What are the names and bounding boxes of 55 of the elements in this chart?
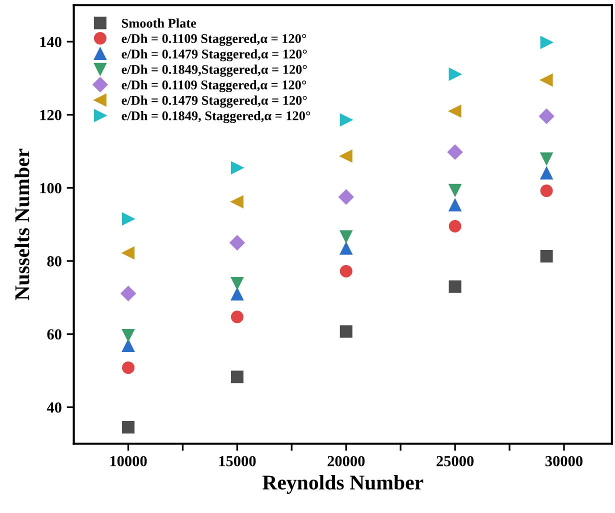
point — [448, 68, 462, 80]
point — [230, 235, 245, 250]
point — [230, 196, 244, 208]
point — [540, 74, 553, 86]
legend-label: e/Dh = 0.1109 Staggered,α = 120° — [122, 80, 306, 92]
legend-label: e/Dh = 0.1479 Staggered,α = 120° — [122, 49, 307, 62]
point — [340, 150, 352, 162]
x-tick-label: 10000 — [110, 456, 147, 466]
point — [448, 280, 462, 293]
point — [122, 328, 135, 342]
point — [230, 310, 244, 324]
point — [230, 162, 244, 174]
x-tick-label: 20000 — [328, 456, 365, 466]
point — [448, 198, 462, 212]
point — [122, 421, 135, 434]
point — [340, 114, 352, 126]
y-tick-label: 60 — [47, 329, 62, 340]
y-tick-label: 120 — [40, 110, 62, 120]
x-tick-label: 30000 — [545, 456, 583, 466]
point — [340, 325, 352, 338]
point — [338, 189, 354, 205]
point — [540, 184, 553, 198]
y-tick-label: 80 — [47, 256, 62, 266]
y-tick-label: 40 — [46, 402, 62, 413]
x-tick-label: 25000 — [436, 456, 474, 466]
point — [340, 264, 352, 278]
x-axis-title: Reynolds Number — [262, 474, 424, 494]
point — [538, 108, 554, 124]
point — [448, 184, 462, 196]
y-axis-title: Nusselts Number — [14, 148, 30, 300]
point — [230, 288, 244, 300]
point — [340, 242, 352, 255]
legend-label: e/Dh = 0.1849,Staggered,α = 120° — [122, 64, 307, 77]
point — [540, 250, 553, 262]
point — [122, 246, 135, 260]
x-tick-label: 15000 — [219, 456, 256, 466]
point — [540, 152, 553, 165]
legend-label: e/Dh = 0.1849, Staggered,α = 120° — [122, 110, 310, 124]
point — [448, 220, 462, 233]
point — [540, 167, 553, 180]
y-tick-label: 140 — [40, 36, 62, 48]
legend-label: Smooth Plate — [122, 18, 196, 28]
point — [230, 277, 244, 290]
point — [448, 104, 462, 118]
legend-label: e/Dh = 0.1479 Staggered,α = 120° — [122, 96, 307, 108]
point — [120, 286, 136, 302]
legend-label: e/Dh = 0.1109 Staggered,α = 120° — [122, 34, 306, 46]
point — [340, 230, 352, 243]
point — [447, 144, 463, 160]
point — [230, 370, 244, 384]
y-tick-label: 100 — [40, 183, 62, 194]
point — [122, 361, 135, 374]
point — [122, 212, 135, 226]
point — [540, 36, 553, 49]
point — [122, 340, 135, 352]
